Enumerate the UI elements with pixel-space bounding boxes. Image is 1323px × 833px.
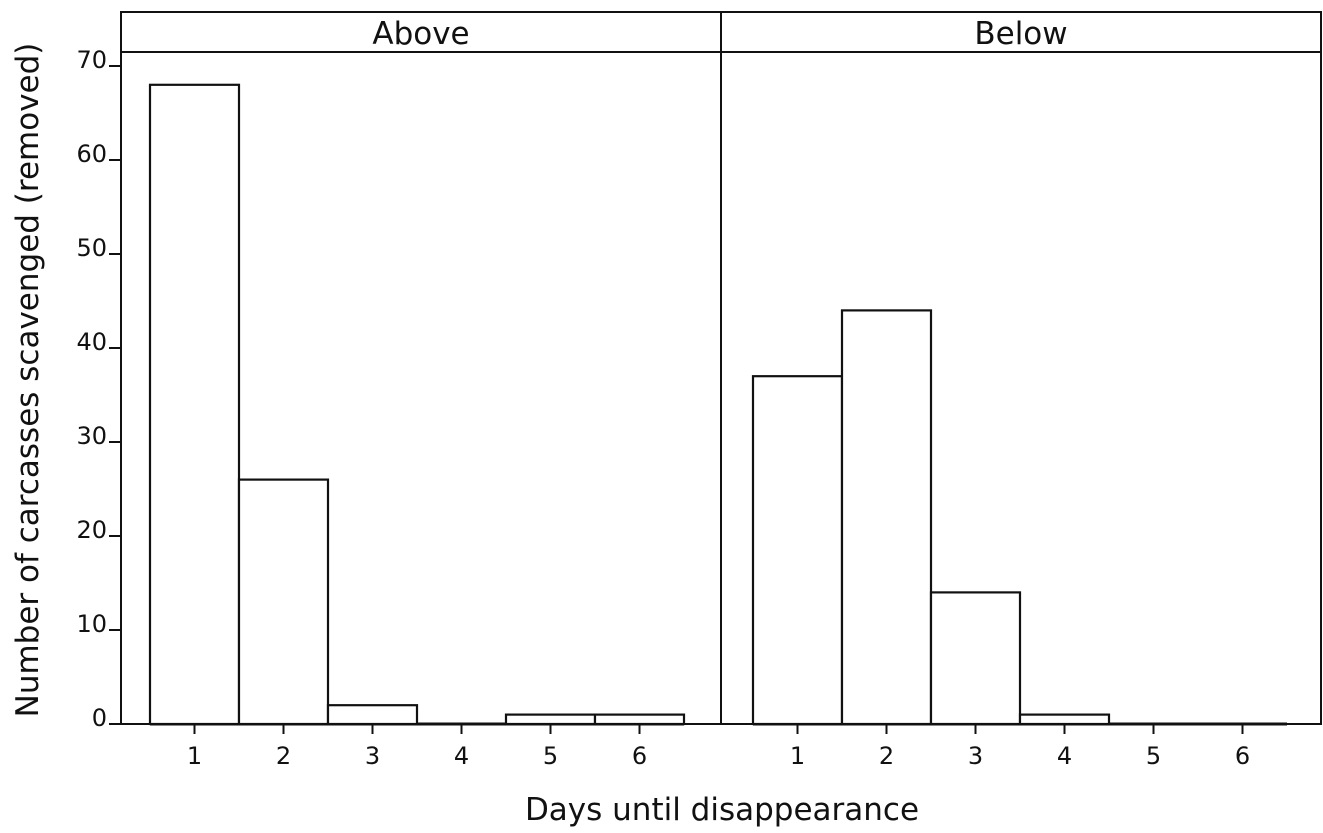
- bar: [593, 713, 686, 726]
- panel-label-below: Below: [974, 16, 1067, 52]
- y-tick-label: 20: [76, 516, 107, 544]
- bar: [751, 375, 844, 726]
- x-tick-label: 1: [790, 742, 805, 770]
- y-axis: 0 10 20 30 40 50 60 70: [76, 46, 121, 732]
- y-tick-label: 30: [76, 422, 107, 450]
- x-axis-label: Days until disappearance: [525, 792, 919, 828]
- panel-above: 1 2 3 4 5 6: [148, 83, 686, 770]
- y-tick-label: 40: [76, 328, 107, 356]
- x-tick-label: 6: [1235, 742, 1250, 770]
- bar: [504, 713, 597, 726]
- bar: [840, 309, 933, 726]
- bar: [1018, 713, 1111, 726]
- x-tick-label: 2: [879, 742, 894, 770]
- x-tick-label: 4: [1057, 742, 1072, 770]
- x-tick-label: 6: [632, 742, 647, 770]
- x-tick-label: 3: [968, 742, 983, 770]
- x-tick-label: 1: [187, 742, 202, 770]
- x-tick-label: 2: [276, 742, 291, 770]
- y-axis-label: Number of carcasses scavenged (removed): [10, 43, 46, 718]
- bar: [148, 83, 241, 726]
- panel-below: 1 2 3 4 5 6: [751, 309, 1287, 770]
- y-tick-label: 10: [76, 610, 107, 638]
- x-tick-label: 3: [365, 742, 380, 770]
- y-tick-label: 60: [76, 140, 107, 168]
- y-tick-label: 50: [76, 234, 107, 262]
- y-tick-label: 0: [92, 704, 107, 732]
- x-tick-label: 5: [1146, 742, 1161, 770]
- bar: [929, 591, 1022, 726]
- bar: [326, 704, 419, 726]
- x-tick-label: 5: [543, 742, 558, 770]
- panel-label-above: Above: [372, 16, 469, 52]
- y-tick-label: 70: [76, 46, 107, 74]
- x-tick-label: 4: [454, 742, 469, 770]
- bar: [237, 478, 330, 726]
